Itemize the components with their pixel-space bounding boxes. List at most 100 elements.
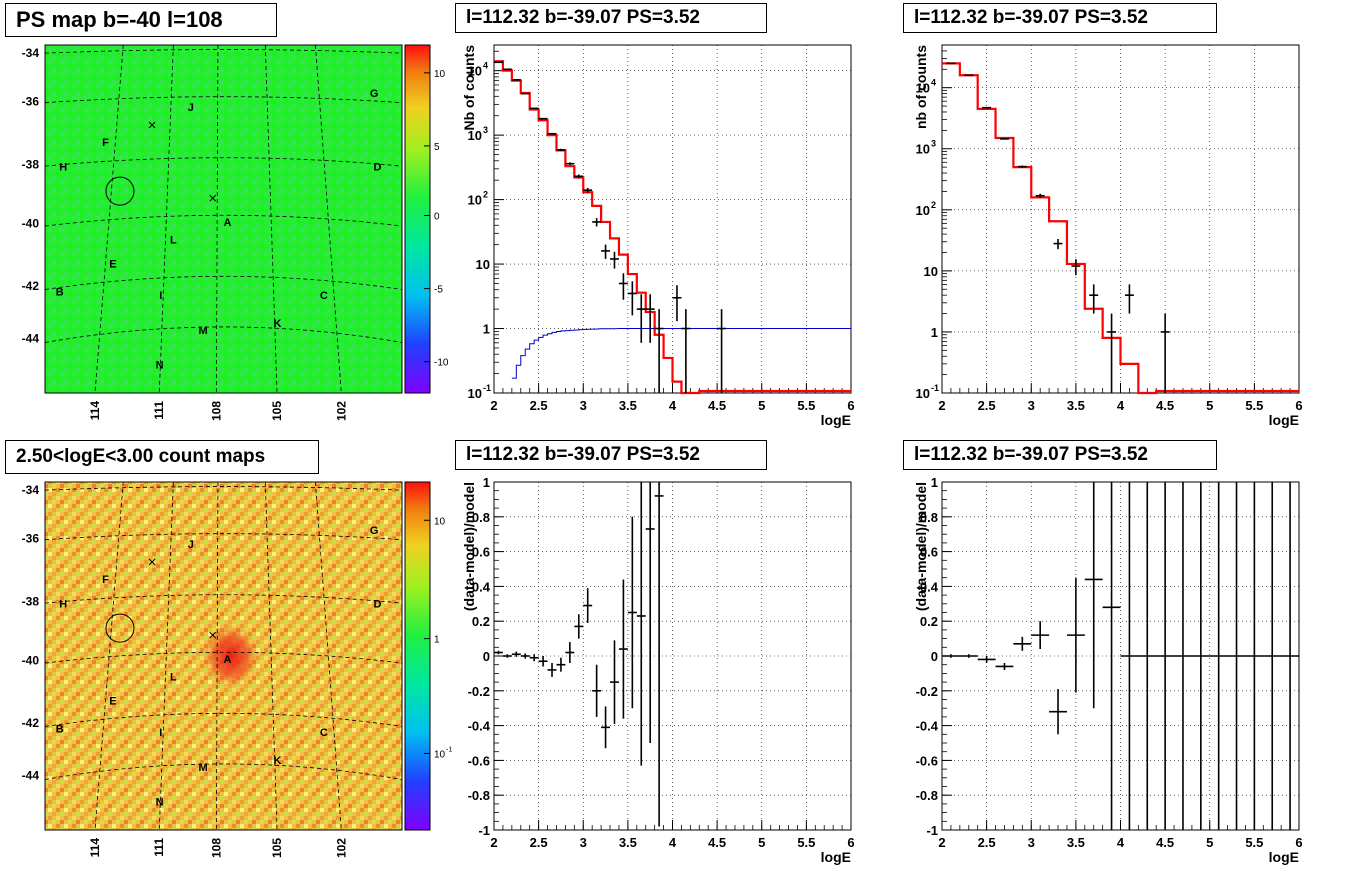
count-map-lon-line — [264, 481, 278, 831]
ps-map-image — [44, 44, 403, 394]
res1-data-point — [601, 706, 611, 749]
spec2-data-point — [982, 106, 992, 109]
ps-map-lat-line — [44, 96, 403, 104]
ps-map-colorbar — [404, 44, 431, 394]
res2-y-tick-label: -0.4 — [916, 719, 939, 734]
spec2-x-tick-label: 4.5 — [1156, 398, 1174, 413]
res2-data-point — [1191, 482, 1210, 830]
spec2-y-tick-label: 1 — [931, 325, 938, 340]
spec1-x-tick-label: 2 — [490, 398, 497, 413]
ps-map-lon-line — [158, 44, 174, 394]
count-map-colorbar-exp: -1 — [446, 746, 452, 753]
res2-y-tick-label: -0.8 — [916, 788, 938, 803]
spec2-data-point — [1071, 259, 1081, 276]
spec2-data-point — [1000, 138, 1009, 140]
count-map-target-circle — [105, 613, 135, 643]
ps-map-source-label: J — [188, 102, 194, 114]
count-map-lon-tick: 111 — [152, 838, 166, 857]
count-map-source-label: F — [102, 574, 109, 586]
count-map-source-label: L — [170, 671, 177, 683]
count-map-lon-line — [314, 481, 342, 831]
spec1-data-point — [502, 68, 512, 71]
ps-map-lat-line — [44, 326, 403, 343]
ps-map-lat-tick: -40 — [22, 216, 40, 230]
res1-data-point — [547, 662, 557, 677]
ps-map-colorbar-label: 0 — [434, 212, 440, 223]
res1-data-point — [645, 482, 655, 743]
spec1-data-point — [610, 251, 619, 269]
res2-x-tick-label: 5.5 — [1245, 835, 1263, 850]
ps-map-lon-line — [94, 44, 124, 394]
map-top-title: PS map b=-40 l=108 — [5, 3, 277, 37]
ps-map-source-label: M — [199, 325, 208, 337]
spec1-x-axis-label: logE — [821, 412, 851, 428]
res1-y-tick-label: 0.2 — [472, 614, 490, 629]
count-map-hotspot — [202, 624, 259, 688]
count-map-colorbar-label: 10 — [434, 749, 446, 760]
spec2-title: l=112.32 b=-39.07 PS=3.52 — [903, 3, 1217, 33]
res1-y-tick-label: -0.4 — [468, 719, 491, 734]
ps-map-colorbar-label: -5 — [434, 285, 443, 296]
count-map-lat-line — [44, 712, 403, 727]
res2-data-point — [1049, 689, 1067, 735]
spec1-title: l=112.32 b=-39.07 PS=3.52 — [455, 3, 767, 33]
spec1-y-tick-label: 10 — [468, 386, 482, 401]
spec1-model-line — [494, 60, 851, 395]
spec2-y-tick-exp: -1 — [931, 383, 939, 393]
ps-map-lon-tick: 102 — [334, 401, 348, 421]
spec2-y-tick-label: 10 — [924, 264, 938, 279]
spec1-x-tick-label: 6 — [847, 398, 854, 413]
spec2-y-tick-exp: 4 — [931, 78, 936, 88]
ps-map-lon-line — [314, 44, 342, 394]
spec2-x-tick-label: 3 — [1028, 398, 1035, 413]
spec1-data-point — [556, 148, 566, 152]
res2-chart: 2 2.5 3 3.5 4 4.5 5 5.5 6 -1 -0.8 -0.6 -0.4 -0.2 0 0.2 0… — [913, 475, 1303, 865]
res1-y-tick-label: 0.4 — [472, 579, 491, 594]
count-map-source-label: G — [370, 525, 379, 537]
res1-title: l=112.32 b=-39.07 PS=3.52 — [455, 440, 767, 470]
res2-x-tick-label: 2.5 — [978, 835, 996, 850]
res2-data-point — [942, 654, 960, 658]
count-map-panel: -34 -36 -38 -40 -42 -44 114 111 108 105 102 A B C D E F G… — [22, 481, 452, 858]
ps-map-lat-tick: -34 — [22, 46, 40, 60]
res2-data-point — [959, 654, 978, 658]
res1-data-point — [494, 650, 503, 655]
spec1-x-tick-label: 3 — [580, 398, 587, 413]
spec1-y-tick-exp: -1 — [483, 383, 491, 393]
res1-data-point — [565, 642, 575, 663]
res2-x-tick-label: 4 — [1117, 835, 1125, 850]
res1-data-point — [529, 654, 539, 662]
count-map-lat-tick: -42 — [22, 716, 40, 730]
count-map-source-label: B — [56, 724, 64, 736]
res2-x-axis-label: logE — [1269, 849, 1299, 865]
res1-y-tick-label: -0.6 — [468, 753, 490, 768]
spec2-data-point — [1089, 284, 1099, 314]
spec1-y-tick-label: 1 — [483, 322, 490, 337]
ps-map-source-label: L — [170, 234, 177, 246]
res1-data-point — [654, 482, 664, 827]
count-map-lon-tick: 114 — [88, 838, 102, 858]
spec1-data-point — [636, 294, 646, 343]
count-map-lon-line — [215, 481, 219, 831]
res2-data-point — [1245, 482, 1264, 830]
spec1-data-point — [565, 162, 575, 166]
res1-data-point — [592, 664, 602, 717]
count-map-cross-marker — [209, 631, 217, 639]
count-map-colorbar — [404, 481, 431, 831]
spec2-x-tick-label: 5 — [1206, 398, 1213, 413]
map-bottom-title: 2.50<logE<3.00 count maps — [5, 440, 319, 474]
spec2-x-tick-label: 4 — [1117, 398, 1125, 413]
ps-map-lat-tick: -44 — [22, 331, 40, 345]
spec2-x-tick-label: 5.5 — [1245, 398, 1263, 413]
spec1-data-point — [618, 273, 628, 300]
ps-map-lat-line — [44, 214, 403, 227]
res2-data-point — [1227, 482, 1246, 830]
spec2-y-tick-exp: 2 — [931, 200, 936, 210]
count-map-source-label: J — [188, 539, 194, 551]
res2-x-tick-label: 4.5 — [1156, 835, 1174, 850]
ps-map-lat-line — [44, 157, 403, 167]
spec1-data-point — [547, 132, 557, 135]
res2-data-point — [1138, 482, 1157, 830]
